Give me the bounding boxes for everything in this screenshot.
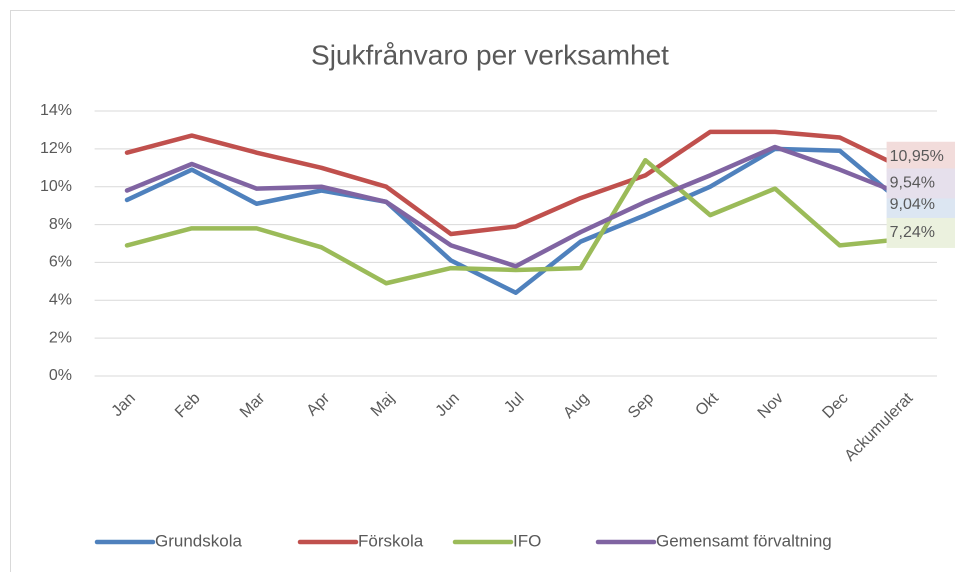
data-label-box xyxy=(886,141,955,172)
y-tick-label: 0% xyxy=(49,367,72,384)
legend-label: Grundskola xyxy=(155,531,242,550)
data-label: 10,95% xyxy=(890,148,944,165)
series-line xyxy=(124,144,907,269)
y-tick-label: 8% xyxy=(49,216,72,233)
legend-label: IFO xyxy=(513,531,541,550)
legend-label: Gemensamt förvaltning xyxy=(656,531,832,550)
chart-title: Sjukfrånvaro per verksamhet xyxy=(311,39,669,70)
legend-label: Förskola xyxy=(358,531,424,550)
series-line xyxy=(124,157,907,286)
y-tick-label: 6% xyxy=(49,254,72,271)
y-tick-label: 14% xyxy=(40,102,72,119)
data-label: 9,54% xyxy=(890,175,935,192)
y-tick-label: 10% xyxy=(40,178,72,195)
chart-border xyxy=(10,10,955,572)
y-tick-label: 12% xyxy=(40,140,72,157)
data-label-box xyxy=(886,168,955,199)
y-tick-label: 4% xyxy=(49,292,72,309)
data-label-box xyxy=(886,217,955,248)
y-tick-label: 2% xyxy=(49,329,72,346)
data-label: 7,24% xyxy=(890,224,935,241)
series-line xyxy=(124,129,907,237)
data-label: 9,04% xyxy=(890,196,935,213)
